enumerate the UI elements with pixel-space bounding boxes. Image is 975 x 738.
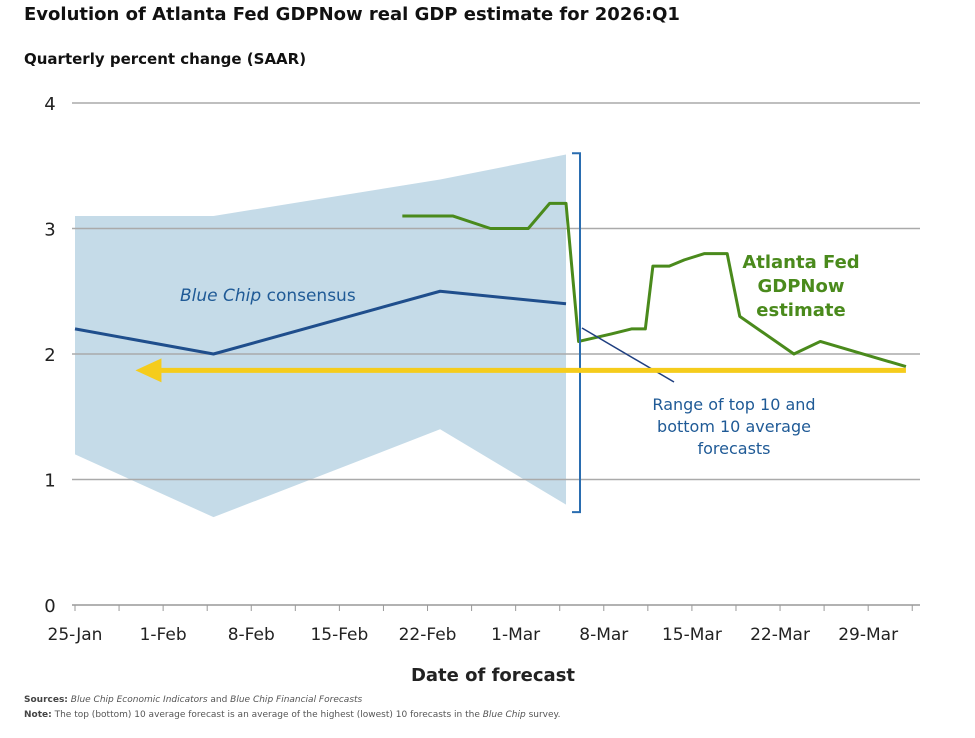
x-tick-label: 25-Jan (48, 625, 103, 645)
chart-subtitle: Quarterly percent change (SAAR) (24, 50, 307, 68)
x-tick-label: 1-Feb (140, 625, 187, 645)
consensus-label: Blue Chip consensus (180, 286, 356, 306)
range-label: forecasts (697, 439, 770, 458)
x-tick-label: 22-Mar (750, 625, 810, 645)
footnote: Note: The top (bottom) 10 average foreca… (24, 710, 561, 720)
y-tick-label: 2 (44, 345, 55, 366)
gdpnow-label: estimate (756, 300, 845, 321)
range-bracket (572, 152, 581, 514)
sources-note: Sources: Blue Chip Economic Indicators a… (24, 695, 363, 705)
y-tick-label: 1 (44, 471, 55, 492)
range-band (75, 154, 567, 518)
gdpnow-label: GDPNow (758, 276, 845, 297)
x-axis-title: Date of forecast (411, 665, 575, 686)
x-tick-label: 8-Feb (228, 625, 275, 645)
y-tick-label: 0 (44, 596, 55, 617)
x-tick-label: 29-Mar (838, 625, 898, 645)
gdpnow-line (402, 201, 907, 368)
x-tick-label: 1-Mar (491, 625, 540, 645)
consensus-line (74, 289, 567, 356)
y-tick-label: 4 (44, 94, 55, 115)
range-leader-line (581, 327, 675, 383)
arrow-head-icon (135, 358, 162, 383)
range-label: bottom 10 average (657, 417, 811, 436)
x-tick-label: 22-Feb (399, 625, 457, 645)
gdpnow-label: Atlanta Fed (742, 252, 859, 273)
chart-title: Evolution of Atlanta Fed GDPNow real GDP… (24, 4, 680, 25)
x-tick-label: 15-Feb (310, 625, 368, 645)
x-tick-label: 8-Mar (579, 625, 628, 645)
y-tick-label: 3 (44, 220, 55, 241)
x-tick-label: 15-Mar (662, 625, 722, 645)
range-label: Range of top 10 and (652, 395, 815, 414)
